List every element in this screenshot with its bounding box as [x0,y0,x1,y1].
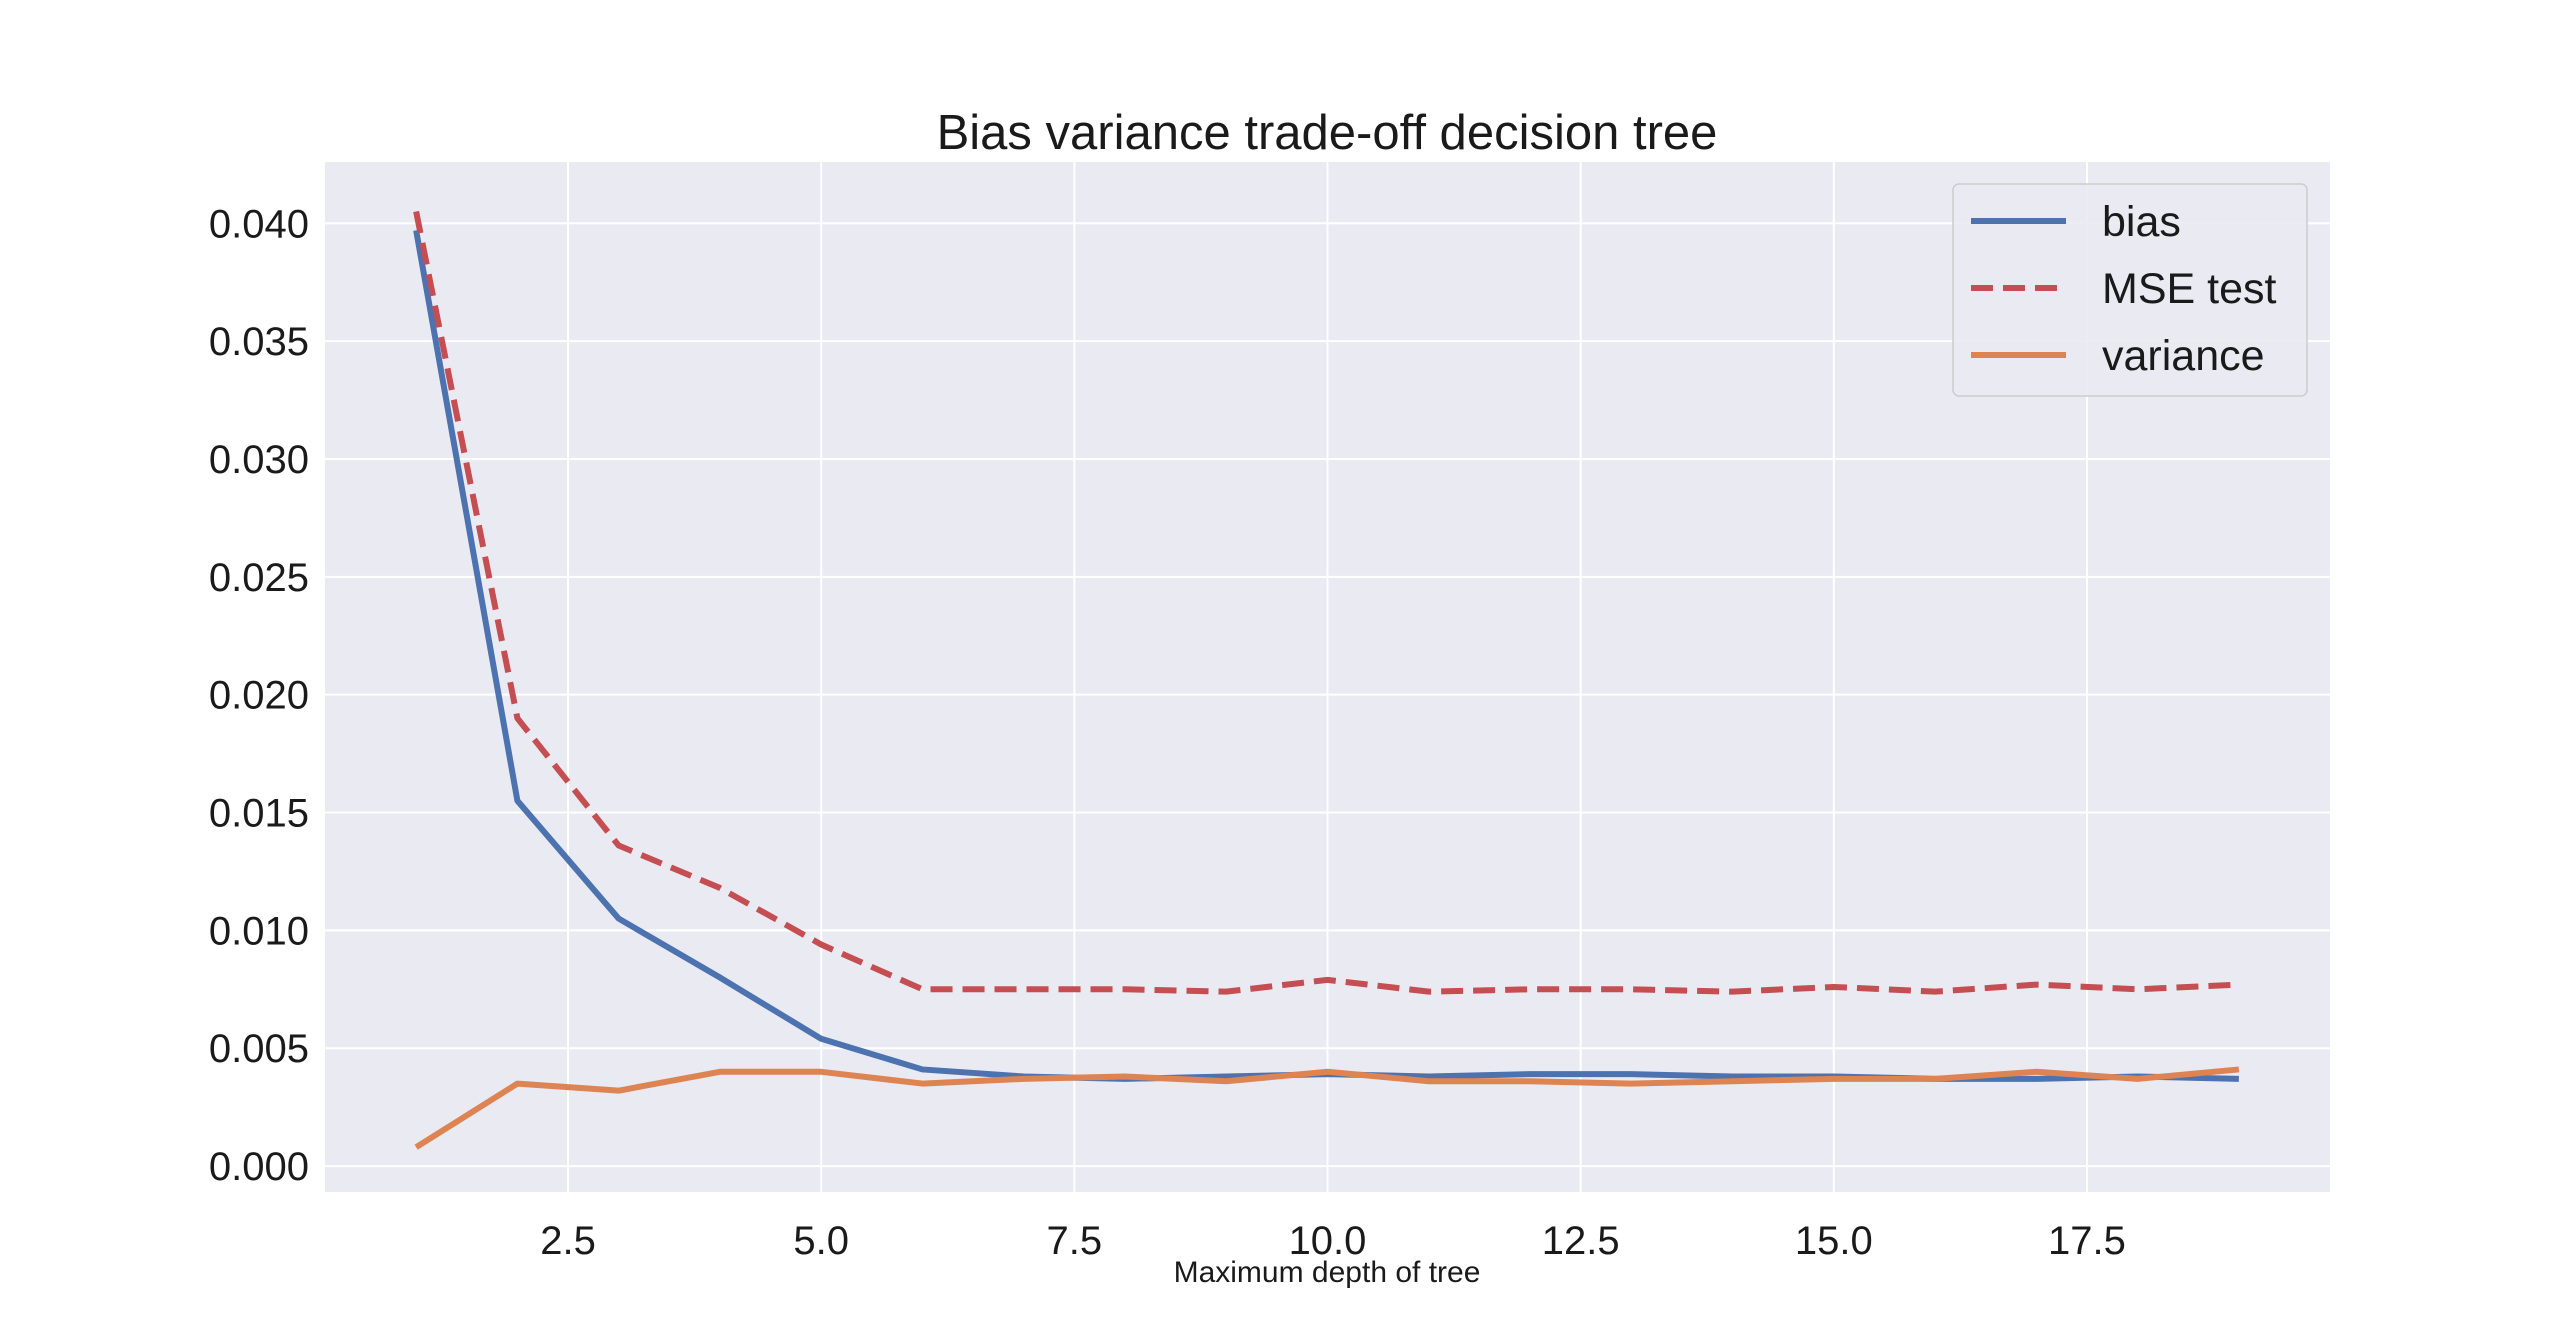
legend: bias MSE test variance [1952,183,2308,397]
series-line-2 [414,1066,2240,1150]
series-lines [413,210,2240,1150]
y-tick-label: 0.020 [209,674,309,718]
legend-box [1952,183,2308,397]
y-tick-label: 0.025 [209,556,309,600]
x-tick-label: 10.0 [1289,1219,1367,1263]
y-tick-label: 0.000 [209,1145,309,1189]
y-tick-label: 0.005 [209,1027,309,1071]
y-tick-label: 0.015 [209,792,309,836]
legend-label: MSE test [2102,265,2276,313]
x-tick-label: 2.5 [540,1219,596,1263]
x-tick-label: 17.5 [2048,1219,2126,1263]
series-line-1 [413,210,2240,995]
x-axis-label: Maximum depth of tree [1174,1256,1481,1289]
x-tick-label: 15.0 [1795,1219,1873,1263]
y-tick-label: 0.010 [209,909,309,953]
chart-title: Bias variance trade-off decision tree [937,106,1718,160]
legend-label: variance [2102,332,2265,380]
y-tick-label: 0.030 [209,438,309,482]
y-tick-label: 0.035 [209,320,309,364]
x-axis-ticks: 2.5 5.0 7.5 10.0 12.5 15.0 17.5 [540,1219,2126,1263]
grid-lines [325,162,2330,1192]
x-tick-label: 7.5 [1047,1219,1103,1263]
y-axis-ticks: 0.000 0.005 0.010 0.015 0.020 0.025 0.030 0.035… [209,202,309,1189]
x-tick-label: 5.0 [793,1219,849,1263]
legend-label: bias [2102,198,2181,246]
y-tick-label: 0.040 [209,202,309,246]
x-tick-label: 12.5 [1542,1219,1620,1263]
